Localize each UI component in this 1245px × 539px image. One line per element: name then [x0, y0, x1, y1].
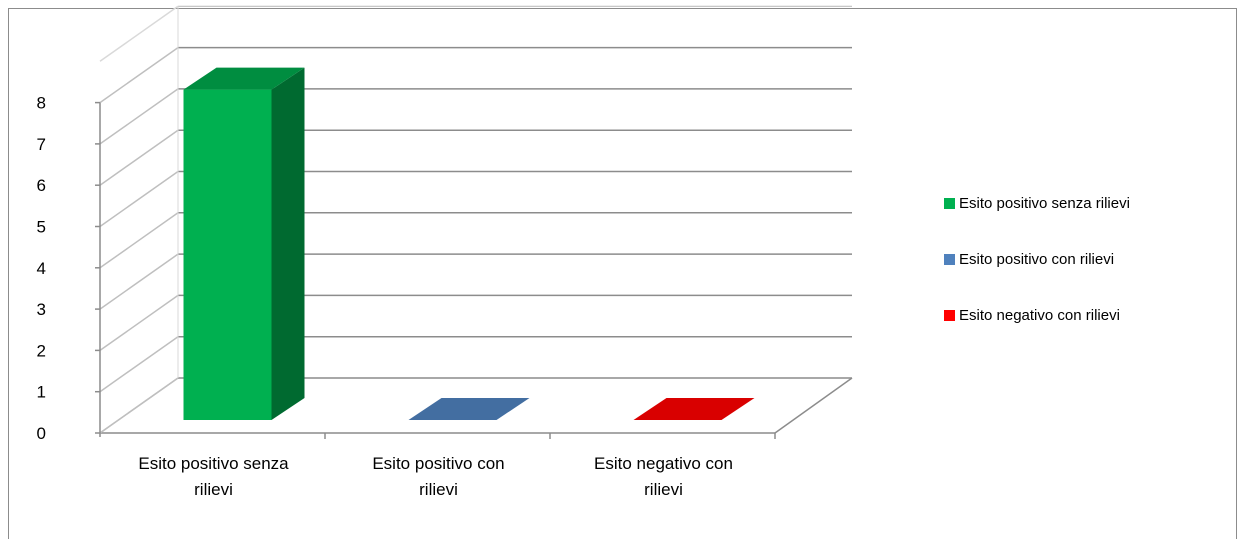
y-tick-label: 7 [37, 135, 46, 154]
x-category-label-line: Esito positivo con [372, 454, 504, 473]
legend-swatch [944, 310, 955, 321]
legend-entry: Esito positivo senza rilievi [944, 195, 1130, 212]
bar-front-face [183, 89, 272, 420]
y-tick-label: 1 [37, 383, 46, 402]
legend-entry: Esito positivo con rilievi [944, 251, 1114, 268]
side-gridline [99, 129, 179, 186]
side-gridline [99, 46, 179, 104]
bar-1 [183, 67, 305, 420]
bar-side-face [271, 67, 305, 420]
side-gridline [99, 294, 179, 352]
x-category-label-line: rilievi [419, 480, 458, 499]
x-category-label-line: Esito negativo con [594, 454, 733, 473]
side-gridline [99, 336, 179, 393]
y-tick-label: 2 [37, 341, 46, 360]
y-axis-ticks: 0 1 2 3 4 5 6 7 8 [37, 94, 100, 443]
axes [99, 6, 853, 439]
bar-top-face [408, 398, 530, 420]
bar-top-face [633, 398, 755, 420]
legend-label: Esito positivo con rilievi [959, 251, 1114, 268]
x-category-label-line: rilievi [644, 480, 683, 499]
legend-swatch [944, 254, 955, 265]
legend-label: Esito positivo senza rilievi [959, 195, 1130, 212]
legend-entry: Esito negativo con rilievi [944, 307, 1120, 324]
side-gridline [99, 5, 179, 62]
side-gridline [99, 212, 179, 269]
legend-label: Esito negativo con rilievi [959, 307, 1120, 324]
x-category-label: Esito positivo senza rilievi [138, 454, 289, 499]
y-tick-label: 8 [37, 94, 46, 113]
side-gridline [99, 88, 179, 145]
bar-3 [633, 398, 755, 420]
x-category-label: Esito negativo con rilievi [594, 454, 733, 499]
y-tick-label: 3 [37, 300, 46, 319]
legend-swatch [944, 198, 955, 209]
floor-right-edge [774, 377, 853, 434]
x-category-label-line: Esito positivo senza [138, 454, 289, 473]
side-gridline [99, 253, 179, 310]
x-category-label: Esito positivo con rilievi [372, 454, 504, 499]
bar-2 [408, 398, 530, 420]
bar-top-face [183, 67, 305, 90]
x-category-label-line: rilievi [194, 480, 233, 499]
side-gridline [99, 170, 179, 228]
y-tick-label: 4 [37, 259, 46, 278]
y-tick-label: 5 [37, 218, 46, 237]
bars [183, 67, 755, 420]
legend: Esito positivo senza rilievi Esito positi… [944, 195, 1130, 324]
y-tick-label: 0 [37, 424, 46, 443]
floor-left-edge [99, 377, 179, 434]
y-tick-label: 6 [37, 176, 46, 195]
